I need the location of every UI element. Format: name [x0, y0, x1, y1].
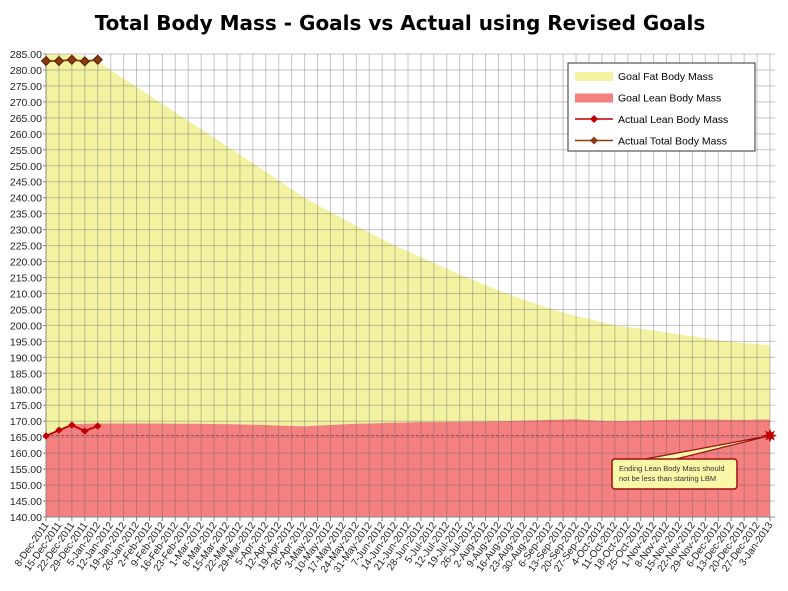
y-tick-label: 265.00	[10, 113, 42, 125]
actual-lean-point	[94, 422, 102, 430]
legend-swatch	[575, 93, 613, 103]
actual-lean-point	[68, 421, 76, 429]
y-tick-label: 185.00	[10, 368, 42, 380]
y-tick-label: 200.00	[10, 320, 42, 332]
y-tick-label: 245.00	[10, 177, 42, 189]
y-tick-label: 275.00	[10, 81, 42, 93]
y-tick-label: 155.00	[10, 464, 42, 476]
y-tick-label: 190.00	[10, 352, 42, 364]
legend-label: Goal Fat Body Mass	[618, 71, 713, 83]
legend: Goal Fat Body Mass Goal Lean Body Mass Act…	[567, 62, 756, 152]
y-tick-label: 270.00	[10, 97, 42, 109]
y-tick-label: 195.00	[10, 336, 42, 348]
legend-label: Actual Total Body Mass	[618, 136, 727, 148]
y-tick-label: 160.00	[10, 448, 42, 460]
legend-marker	[590, 136, 598, 145]
y-tick-label: 280.00	[10, 65, 42, 77]
y-tick-label: 235.00	[10, 209, 42, 221]
y-tick-label: 255.00	[10, 145, 42, 157]
y-tick-label: 145.00	[10, 496, 42, 508]
y-tick-label: 180.00	[10, 384, 42, 396]
y-tick-label: 215.00	[10, 273, 42, 285]
actual-total-point	[66, 54, 78, 65]
y-tick-label: 250.00	[10, 161, 42, 173]
chart-title: Total Body Mass - Goals vs Actual using …	[95, 11, 706, 35]
y-tick-label: 140.00	[10, 512, 42, 524]
goal-fat-area	[46, 54, 770, 517]
actual-lean-point	[81, 427, 89, 435]
legend-marker	[590, 115, 598, 123]
y-tick-label: 150.00	[10, 480, 42, 492]
callout-text: Ending Lean Body Mass should not be less…	[619, 464, 725, 483]
legend-swatch	[575, 72, 613, 81]
callout-box	[611, 458, 738, 490]
y-tick-label: 225.00	[10, 241, 42, 253]
y-tick-label: 170.00	[10, 416, 42, 428]
y-tick-label: 285.00	[10, 49, 42, 61]
y-tick-label: 240.00	[10, 193, 42, 205]
y-tick-label: 210.00	[10, 288, 42, 300]
y-tick-label: 260.00	[10, 129, 42, 141]
legend-label: Actual Lean Body Mass	[618, 114, 728, 126]
y-tick-label: 230.00	[10, 225, 42, 237]
actual-total-point	[40, 55, 52, 67]
actual-lean-point	[42, 432, 50, 440]
actual-lean-point	[55, 426, 63, 434]
actual-total-point	[53, 55, 65, 67]
actual-total-point	[79, 56, 90, 67]
ending-lbm-marker	[763, 428, 777, 443]
goal-lean-area	[46, 419, 770, 517]
callout: Ending Lean Body Mass should not be less…	[611, 458, 738, 490]
legend-label: Goal Lean Body Mass	[618, 93, 721, 105]
y-tick-label: 165.00	[10, 432, 42, 444]
actual-total-point	[92, 54, 103, 65]
y-tick-label: 220.00	[10, 257, 42, 269]
y-tick-label: 205.00	[10, 304, 42, 316]
y-tick-label: 175.00	[10, 400, 42, 412]
